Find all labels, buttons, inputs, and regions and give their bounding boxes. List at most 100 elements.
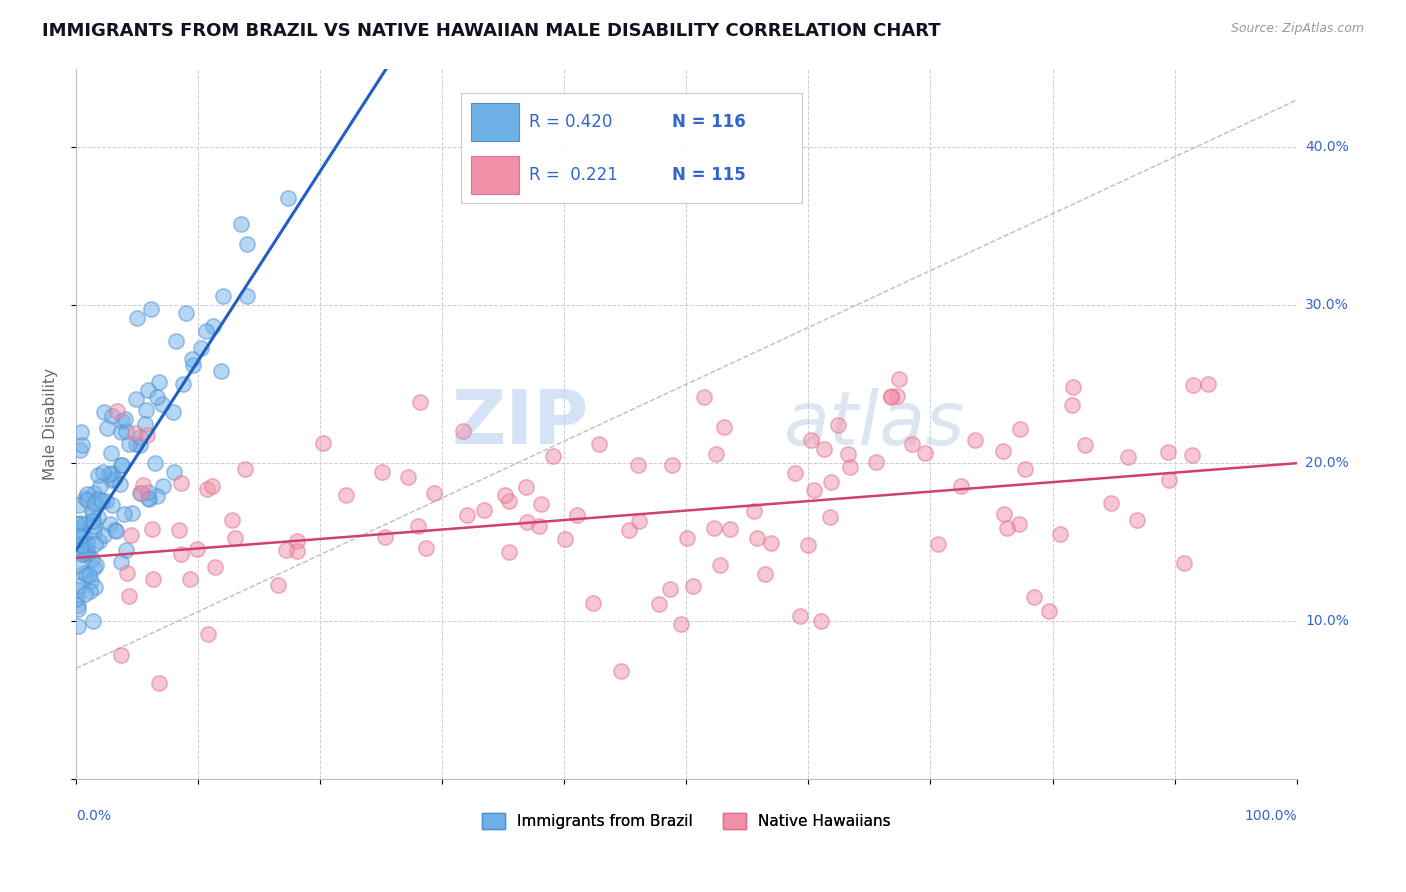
- Point: [66, 583, 89, 598]
- Point: [136, 383, 159, 397]
- Point: [76, 536, 98, 550]
- Point: [67, 579, 90, 593]
- Point: [75, 543, 97, 558]
- Point: [111, 458, 134, 473]
- Point: [110, 555, 132, 569]
- Point: [132, 478, 155, 492]
- Point: [796, 538, 818, 552]
- Point: [69, 516, 91, 531]
- Point: [82, 552, 104, 566]
- Point: [233, 461, 256, 475]
- Point: [75, 491, 97, 505]
- Point: [112, 507, 135, 521]
- Point: [837, 447, 859, 461]
- Point: [186, 542, 208, 557]
- Point: [70, 538, 93, 552]
- Point: [76, 493, 98, 508]
- Point: [759, 535, 782, 549]
- Point: [172, 376, 194, 391]
- Point: [79, 584, 101, 599]
- Point: [991, 443, 1014, 458]
- Point: [163, 465, 186, 479]
- Point: [170, 475, 193, 490]
- Point: [138, 491, 160, 505]
- Point: [396, 470, 419, 484]
- Point: [742, 504, 765, 518]
- Point: [527, 518, 550, 533]
- Point: [675, 531, 697, 545]
- Point: [115, 566, 138, 581]
- Point: [80, 574, 103, 588]
- Point: [554, 532, 576, 546]
- Point: [865, 455, 887, 469]
- Point: [150, 397, 173, 411]
- Point: [682, 578, 704, 592]
- Point: [138, 492, 160, 507]
- Point: [108, 476, 131, 491]
- Point: [1182, 378, 1205, 392]
- Point: [197, 627, 219, 641]
- Point: [69, 529, 91, 543]
- Point: [204, 560, 226, 574]
- Text: ZIP: ZIP: [451, 387, 589, 460]
- Point: [82, 514, 104, 528]
- Point: [69, 442, 91, 457]
- Point: [1197, 377, 1219, 392]
- Point: [67, 558, 90, 573]
- Text: 100.0%: 100.0%: [1244, 809, 1296, 823]
- Legend: Immigrants from Brazil, Native Hawaiians: Immigrants from Brazil, Native Hawaiians: [475, 807, 897, 835]
- Point: [101, 467, 124, 481]
- Point: [224, 532, 246, 546]
- Point: [498, 545, 520, 559]
- Point: [170, 548, 193, 562]
- Point: [1126, 513, 1149, 527]
- Point: [190, 341, 212, 355]
- Point: [105, 404, 128, 418]
- Point: [183, 358, 205, 372]
- Point: [146, 489, 169, 503]
- Point: [89, 479, 111, 493]
- Point: [73, 547, 96, 561]
- Point: [111, 414, 134, 428]
- Point: [135, 428, 157, 442]
- Point: [194, 324, 217, 338]
- Point: [530, 497, 553, 511]
- Point: [103, 472, 125, 486]
- Point: [86, 492, 108, 507]
- Point: [745, 531, 768, 545]
- Point: [93, 465, 115, 479]
- Point: [221, 513, 243, 527]
- Point: [889, 372, 911, 386]
- Point: [82, 508, 104, 522]
- Point: [83, 537, 105, 551]
- Point: [277, 191, 299, 205]
- Point: [72, 528, 94, 542]
- Point: [285, 543, 308, 558]
- Point: [1157, 444, 1180, 458]
- Point: [93, 405, 115, 419]
- Point: [114, 412, 136, 426]
- Point: [472, 502, 495, 516]
- Point: [498, 494, 520, 508]
- Point: [110, 425, 132, 439]
- Point: [82, 614, 104, 628]
- Point: [709, 558, 731, 572]
- Point: [94, 493, 117, 508]
- Point: [1024, 590, 1046, 604]
- Point: [83, 561, 105, 575]
- Point: [165, 334, 187, 349]
- Point: [84, 558, 107, 572]
- Point: [129, 485, 152, 500]
- Point: [118, 589, 141, 603]
- Point: [409, 395, 432, 409]
- Text: Source: ZipAtlas.com: Source: ZipAtlas.com: [1230, 22, 1364, 36]
- Point: [114, 425, 136, 439]
- Point: [1008, 517, 1031, 532]
- Point: [810, 614, 832, 628]
- Point: [588, 437, 610, 451]
- Point: [75, 568, 97, 582]
- Point: [195, 482, 218, 496]
- Point: [818, 510, 841, 524]
- Point: [914, 446, 936, 460]
- Point: [627, 458, 650, 472]
